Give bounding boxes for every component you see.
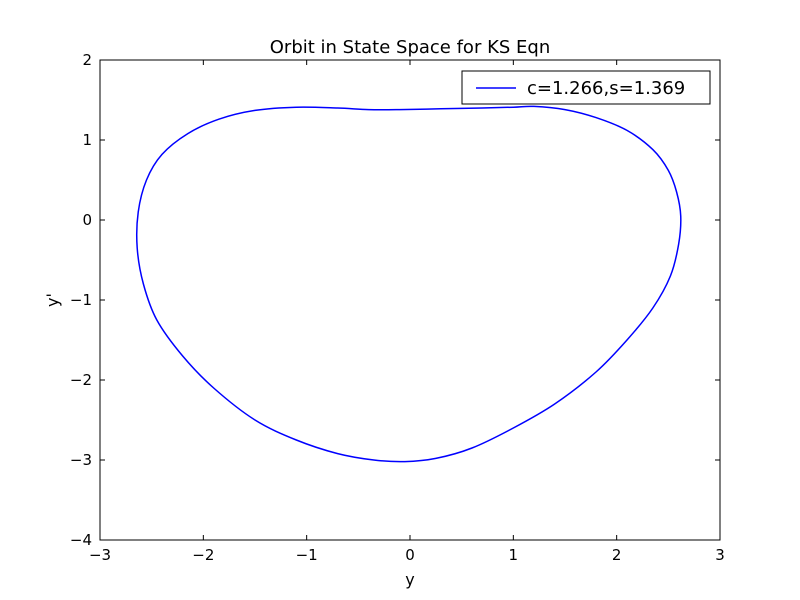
y-tick-label: −1 [70,291,92,309]
x-tick-label: 1 [509,546,519,564]
y-tick-label: −4 [70,531,92,549]
x-tick-label: −2 [192,546,214,564]
x-tick-label: −1 [296,546,318,564]
chart-title: Orbit in State Space for KS Eqn [270,37,550,58]
x-tick-label: 0 [405,546,415,564]
x-tick-label: 3 [715,546,725,564]
plot-frame [99,59,721,541]
y-axis-label: y' [43,293,62,307]
y-tick-label: 1 [82,131,92,149]
y-tick-label: −2 [70,371,92,389]
series-line-0 [135,105,682,463]
y-tick-label: 2 [82,51,92,69]
x-tick-label: −3 [89,546,111,564]
y-tick-label: 0 [82,211,92,229]
y-tick-label: −3 [70,451,92,469]
legend-entry-label: c=1.266,s=1.369 [527,78,685,99]
x-tick-label: 2 [612,546,622,564]
series-layer [135,105,682,463]
x-axis-label: y [405,570,414,589]
legend: c=1.266,s=1.369 [461,70,711,105]
